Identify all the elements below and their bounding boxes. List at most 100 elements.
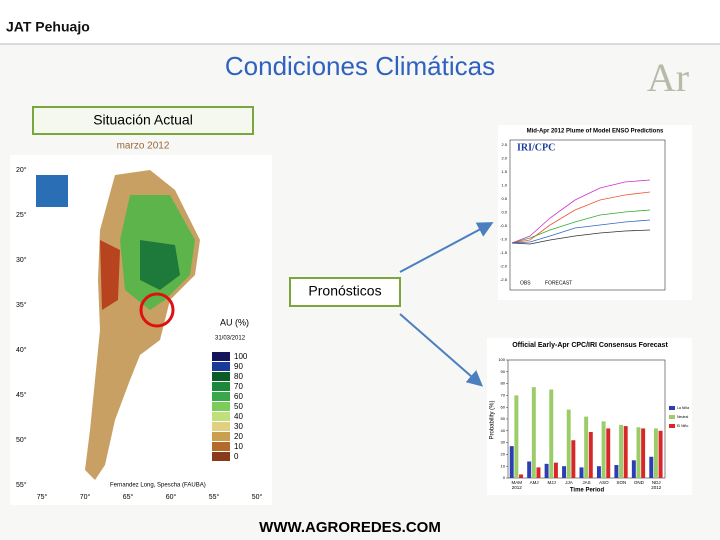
forecast-xlabel: Time Period <box>570 488 605 494</box>
plume-ytick: 1.0 <box>501 183 507 188</box>
legend-swatch <box>669 424 675 428</box>
current-label: Situación Actual <box>93 112 193 128</box>
legend-swatch <box>212 432 230 441</box>
footer: WWW.AGROREDES.COM <box>259 519 441 536</box>
bar <box>531 387 536 478</box>
date-label: marzo 2012 <box>117 141 170 152</box>
y-tick-label: 40 <box>501 428 506 433</box>
plume-line <box>511 179 651 244</box>
lon-label: 60° <box>166 493 177 501</box>
legend-swatch <box>212 352 230 361</box>
plume-ytick: 0.5 <box>501 196 507 201</box>
bar <box>509 446 514 478</box>
legend-label: Neutral <box>677 415 689 419</box>
map-logo <box>36 175 68 207</box>
legend-swatch <box>212 442 230 451</box>
legend-swatch <box>212 452 230 461</box>
x-tick-label: AMJ <box>530 480 539 485</box>
x-tick-label: MJJ <box>547 480 555 485</box>
plume-ytick: 1.5 <box>501 169 507 174</box>
bar <box>519 474 524 478</box>
plume-ytick: 0.0 <box>501 210 507 215</box>
forecast-title: Official Early-Apr CPC/IRI Consensus For… <box>512 342 668 349</box>
lat-label: 20° <box>16 166 27 174</box>
x-tick-label: JAS <box>582 480 590 485</box>
bar <box>514 395 519 478</box>
x-sublabel: 2012 <box>651 485 662 490</box>
legend-label: 60 <box>234 392 243 401</box>
header-title: JAT Pehuajo <box>6 19 90 35</box>
legend-label: El Niño <box>677 424 688 428</box>
bar <box>536 467 541 478</box>
bar <box>571 440 576 478</box>
plume-line <box>511 219 651 244</box>
y-tick-label: 90 <box>501 369 506 374</box>
legend-label: 20 <box>234 432 243 441</box>
y-tick-label: 50 <box>501 416 506 421</box>
bar <box>588 431 593 478</box>
y-tick-label: 0 <box>503 475 506 480</box>
bar <box>601 421 606 478</box>
current-box <box>32 106 254 135</box>
legend-label: 50 <box>234 402 243 411</box>
legend-swatch <box>212 402 230 411</box>
legend-label: 100 <box>234 352 248 361</box>
bar <box>614 465 619 478</box>
legend-swatch <box>669 406 675 410</box>
map-wettest <box>140 240 180 290</box>
forecast-box <box>289 277 401 307</box>
forecast-label: Pronósticos <box>308 283 381 299</box>
plume-ytick: -2.0 <box>500 264 508 269</box>
plume-line <box>511 209 651 244</box>
lat-label: 55° <box>16 481 27 489</box>
y-tick-label: 70 <box>501 392 506 397</box>
lon-label: 65° <box>123 493 134 501</box>
plume-ytick: -1.0 <box>500 237 508 242</box>
y-tick-label: 30 <box>501 440 506 445</box>
legend-label: 30 <box>234 422 243 431</box>
plume-ytick: -2.5 <box>500 277 508 282</box>
plume-ytick: -0.5 <box>500 223 508 228</box>
lon-label: 70° <box>80 493 91 501</box>
plume-ytick: 2.5 <box>501 142 507 147</box>
plume-line <box>511 229 651 245</box>
plume-obs: OBS <box>520 280 531 286</box>
x-tick-label: OND <box>634 480 645 485</box>
legend-label: 10 <box>234 442 243 451</box>
bar <box>649 456 654 478</box>
bar <box>562 466 567 478</box>
legend-title: AU (%) <box>220 317 249 327</box>
plume-title: Mid-Apr 2012 Plume of Model ENSO Predict… <box>527 129 664 135</box>
bar <box>596 466 601 478</box>
logo: Ar <box>647 55 689 100</box>
highlight-circle <box>139 292 175 328</box>
x-sublabel: 2012 <box>512 485 523 490</box>
x-tick-label: NDJ <box>652 480 661 485</box>
plume-ytick: -1.5 <box>500 250 508 255</box>
bar <box>584 416 589 478</box>
legend-label: 40 <box>234 412 243 421</box>
y-tick-label: 100 <box>498 357 505 362</box>
plume-chart: Mid-Apr 2012 Plume of Model ENSO Predict… <box>498 125 692 300</box>
bar <box>606 428 611 478</box>
legend-label: 90 <box>234 362 243 371</box>
arrow <box>399 222 494 273</box>
plume-forecast: FORECAST <box>545 280 572 286</box>
bar <box>619 424 624 478</box>
bar <box>623 426 628 478</box>
legend-label: La Niña <box>677 406 689 410</box>
legend-swatch <box>669 415 675 419</box>
bar <box>641 428 646 478</box>
x-tick-label: ASO <box>599 480 609 485</box>
x-tick-label: MAM <box>511 480 522 485</box>
legend-swatch <box>212 362 230 371</box>
legend-label: 0 <box>234 452 239 461</box>
forecast-ylabel: Probability (%) <box>490 400 496 439</box>
plume-ytick: 2.0 <box>501 156 507 161</box>
map-credit: Fernandez Long, Spescha (FAUBA) <box>110 483 206 489</box>
x-tick-label: SON <box>617 480 627 485</box>
lon-label: 55° <box>209 493 220 501</box>
plume-badge: IRI/CPC <box>517 142 555 153</box>
plume-frame <box>509 139 666 291</box>
